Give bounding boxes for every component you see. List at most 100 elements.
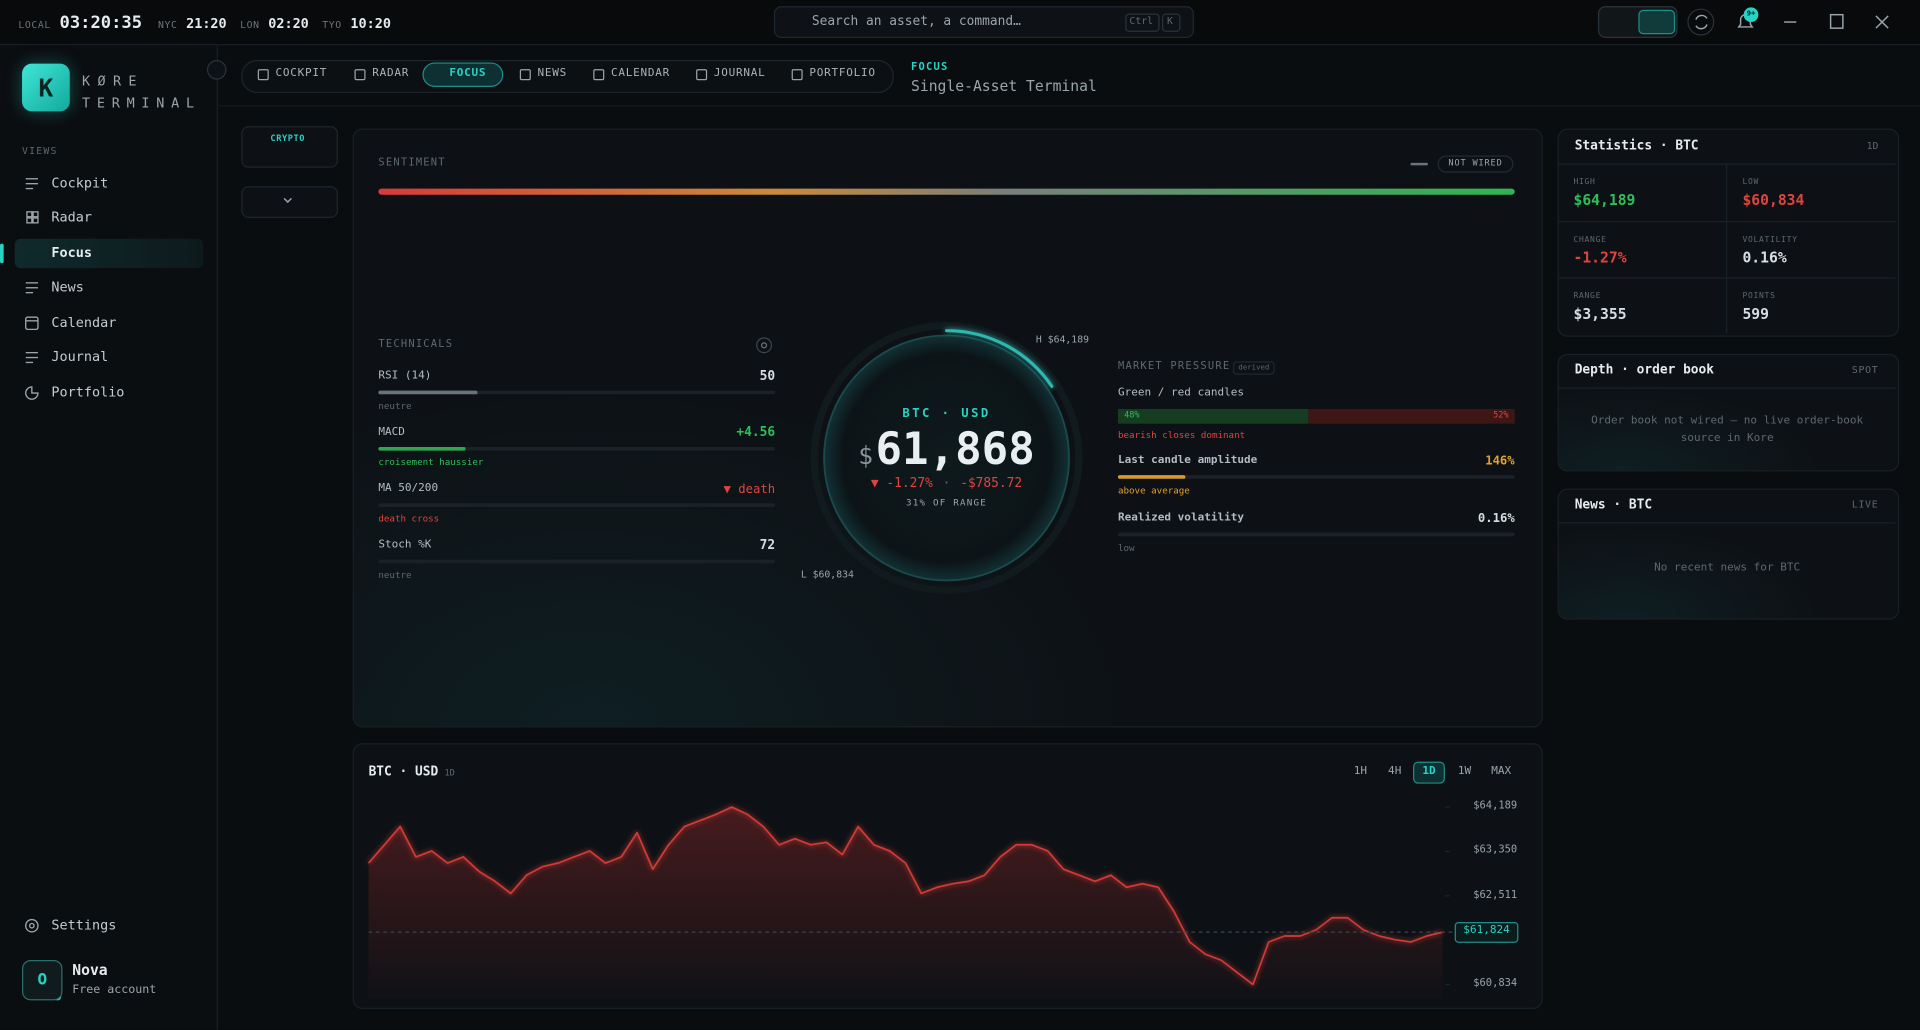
range-label: 31% OF RANGE	[906, 496, 988, 509]
stat-label: RANGE	[1573, 290, 1602, 301]
tab-label: RADAR	[372, 67, 410, 80]
stat-value: $64,189	[1573, 191, 1636, 209]
timeframe-label: 1H	[1353, 765, 1368, 778]
indicator-value: ▼ death	[723, 483, 776, 497]
gauge-pair: BTC · USD	[902, 407, 991, 421]
user-avatar[interactable]	[22, 960, 63, 1001]
nav-label: Portfolio	[51, 384, 125, 401]
last-price-tag	[1454, 921, 1519, 943]
search-box[interactable]	[773, 6, 1194, 38]
panel-tag: 1D	[1866, 140, 1879, 152]
indicator-name: Stoch %K	[378, 538, 432, 552]
asset-class-select[interactable]	[241, 126, 338, 168]
panel-title: Statistics · BTC	[1574, 138, 1699, 154]
derived-label: derived	[1238, 362, 1270, 372]
indicator-value: 50	[759, 368, 776, 384]
asset-class: CRYPTO	[270, 133, 306, 144]
indicator-value: +4.56	[736, 425, 776, 440]
pressure-name: Last candle amplitude	[1117, 454, 1258, 467]
status-badge	[1437, 155, 1514, 173]
indicator-name: MA 50/200	[378, 482, 439, 495]
tabs-bar	[241, 60, 894, 94]
depth-message: Order book not wired — no live order-boo…	[1591, 415, 1864, 445]
tab-label: JOURNAL	[713, 67, 766, 80]
maximize-button[interactable]	[1824, 9, 1848, 36]
clock-time: 03:20:35	[59, 13, 143, 34]
stat-value: $3,355	[1573, 305, 1627, 323]
section-title: SENTIMENT	[378, 157, 446, 170]
y-tick-label: $64,189	[1473, 800, 1518, 813]
nav-item[interactable]	[14, 238, 204, 269]
page-eyebrow: FOCUS	[911, 61, 949, 74]
nav-item[interactable]	[15, 169, 204, 198]
statistics-panel	[1557, 128, 1900, 337]
panel-title: News · BTC	[1574, 497, 1653, 513]
change-part: ▼ -1.27%	[870, 476, 933, 491]
tab[interactable]	[422, 62, 504, 87]
refresh-button[interactable]	[1687, 8, 1715, 36]
y-tick-label: $63,350	[1473, 844, 1518, 857]
timeframe-label: MAX	[1491, 765, 1512, 778]
pressure-note: bearish closes dominant	[1117, 429, 1246, 441]
indicator-name: RSI (14)	[378, 369, 432, 383]
stat-value: $60,834	[1742, 191, 1805, 209]
tab-label: PORTFOLIO	[809, 67, 876, 80]
change-part: ·	[942, 476, 951, 491]
gauge-high: H $64,189	[1035, 333, 1090, 345]
pressure-value: 146%	[1485, 454, 1515, 469]
pressure-name: Green / red candles	[1117, 387, 1245, 400]
nav-item[interactable]	[15, 343, 204, 372]
logo-letter: K	[38, 73, 54, 103]
page-title: Single-Asset Terminal	[911, 77, 1097, 95]
y-tick-label: $62,511	[1473, 888, 1518, 902]
green-share-label: 48%	[1124, 410, 1140, 421]
asset-select[interactable]	[241, 186, 338, 218]
tab-label: FOCUS	[449, 67, 487, 80]
red-share-label: 52%	[1493, 410, 1509, 421]
section-title: TECHNICALS	[378, 338, 454, 351]
section-title: MARKET PRESSURE	[1117, 360, 1231, 373]
indicator-value: 72	[759, 537, 776, 553]
last-price-label: $61,824	[1463, 924, 1510, 938]
user-name: Nova	[72, 961, 108, 979]
price-part: 61,868	[875, 424, 1035, 476]
indicator-note: croisement haussier	[378, 456, 484, 468]
terminal-view-button[interactable]	[1638, 9, 1676, 35]
kbd	[1125, 13, 1160, 32]
nav-label: Calendar	[51, 314, 117, 331]
tab-label: NEWS	[537, 67, 568, 80]
logo	[22, 63, 70, 112]
stat-value: -1.27%	[1573, 248, 1627, 266]
clock-label: TYO	[322, 19, 342, 31]
clock-group: LOCAL 03:20:35 NYC 21:20 LON 02:20 TYO 10:20	[18, 13, 395, 33]
nav-item[interactable]	[15, 273, 204, 302]
minimize-button[interactable]	[1778, 9, 1802, 36]
panel-tag: SPOT	[1851, 364, 1879, 376]
stat-label: CHANGE	[1573, 233, 1607, 244]
tab-label: CALENDAR	[611, 67, 670, 80]
chart-title: BTC · USD	[368, 764, 439, 780]
pressure-note: low	[1117, 542, 1135, 554]
close-button[interactable]	[1870, 9, 1894, 36]
collapse-button[interactable]	[206, 60, 227, 80]
clock-time: 02:20	[268, 15, 309, 32]
pressure-note: above average	[1117, 484, 1190, 496]
grid-view-button[interactable]	[1604, 10, 1632, 34]
clock-time: 21:20	[186, 15, 227, 32]
timeframe-button[interactable]	[1413, 761, 1445, 784]
tab-label: COCKPIT	[275, 67, 328, 80]
nav-item[interactable]	[15, 203, 204, 232]
stat-label: LOW	[1742, 176, 1760, 187]
clock-label: NYC	[157, 19, 178, 31]
search-placeholder: Search an asset, a command…	[811, 13, 1021, 29]
stat-label: VOLATILITY	[1742, 233, 1798, 244]
chart-period: 1D	[444, 767, 455, 778]
derived-tag	[1233, 361, 1275, 375]
nav-label: News	[51, 279, 84, 296]
nav-label: Radar	[51, 209, 92, 226]
stat-value: 0.16%	[1742, 248, 1787, 266]
timeframe-label: 1W	[1457, 765, 1472, 778]
change-part: -$785.72	[960, 476, 1023, 491]
settings-label: Settings	[51, 917, 117, 934]
